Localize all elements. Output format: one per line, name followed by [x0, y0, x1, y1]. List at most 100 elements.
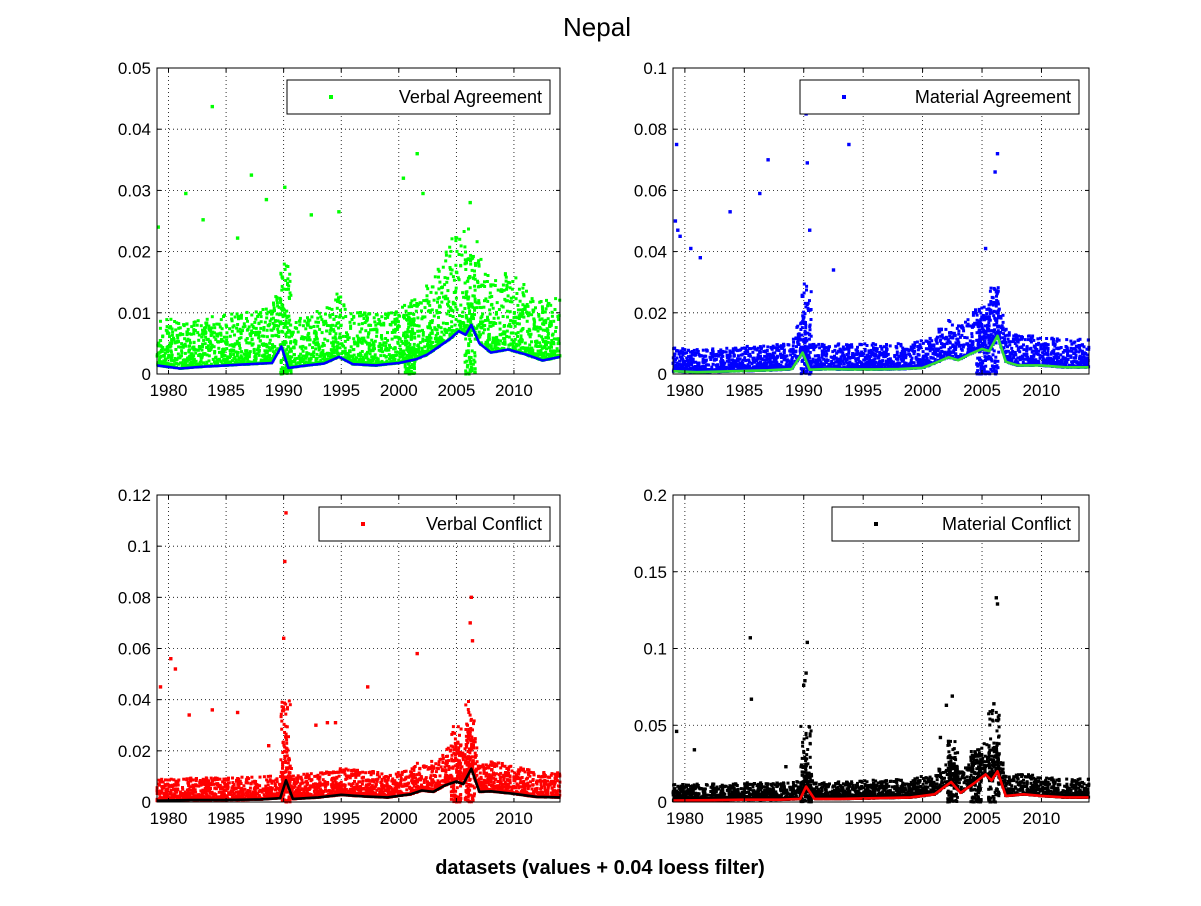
data-point	[286, 315, 289, 318]
data-point	[254, 318, 257, 321]
data-point	[369, 352, 372, 355]
data-point	[310, 315, 313, 318]
data-point	[467, 304, 470, 307]
data-point	[1002, 314, 1005, 317]
data-point	[299, 353, 302, 356]
data-point	[435, 292, 438, 295]
data-point	[551, 315, 554, 318]
y-tick-label: 0.01	[118, 304, 151, 323]
data-point	[322, 320, 325, 323]
outlier-point	[469, 201, 472, 204]
data-point	[557, 350, 560, 353]
data-point	[550, 339, 553, 342]
data-point	[530, 333, 533, 336]
data-point	[493, 317, 496, 320]
data-point	[338, 300, 341, 303]
data-point	[426, 287, 429, 290]
data-point	[413, 367, 416, 370]
data-point	[467, 351, 470, 354]
data-point	[860, 353, 863, 356]
data-point	[502, 306, 505, 309]
data-point	[542, 329, 545, 332]
data-point	[440, 331, 443, 334]
data-point	[692, 361, 695, 364]
data-point	[228, 327, 231, 330]
data-point	[970, 332, 973, 335]
data-point	[1083, 355, 1086, 358]
data-point	[236, 355, 239, 358]
outlier-point	[236, 236, 239, 239]
data-point	[489, 313, 492, 316]
data-point	[957, 330, 960, 333]
data-point	[433, 315, 436, 318]
data-point	[477, 259, 480, 262]
data-point	[712, 363, 715, 366]
data-point	[874, 354, 877, 357]
data-point	[467, 277, 470, 280]
data-point	[957, 333, 960, 336]
data-point	[440, 286, 443, 289]
data-point	[330, 327, 333, 330]
data-point	[460, 244, 463, 247]
data-point	[483, 328, 486, 331]
data-point	[192, 355, 195, 358]
y-tick-label: 0.02	[118, 243, 151, 262]
data-point	[271, 347, 274, 350]
data-point	[331, 313, 334, 316]
data-point	[424, 306, 427, 309]
outlier-point	[310, 213, 313, 216]
data-point	[331, 324, 334, 327]
outlier-point	[416, 152, 419, 155]
data-point	[289, 348, 292, 351]
data-point	[490, 303, 493, 306]
data-point	[498, 308, 501, 311]
data-point	[425, 285, 428, 288]
data-point	[368, 312, 371, 315]
data-point	[172, 363, 175, 366]
data-point	[449, 306, 452, 309]
data-point	[541, 311, 544, 314]
data-point	[535, 341, 538, 344]
data-point	[478, 323, 481, 326]
data-point	[331, 308, 334, 311]
data-point	[427, 310, 430, 313]
data-point	[253, 356, 256, 359]
data-point	[454, 264, 457, 267]
data-point	[1001, 324, 1004, 327]
data-point	[504, 343, 507, 346]
data-point	[426, 343, 429, 346]
data-point	[275, 334, 278, 337]
data-point	[259, 340, 262, 343]
data-point	[1020, 338, 1023, 341]
data-point	[496, 301, 499, 304]
data-point	[464, 268, 467, 271]
data-point	[464, 338, 467, 341]
data-point	[378, 345, 381, 348]
data-point	[402, 334, 405, 337]
data-point	[483, 324, 486, 327]
data-point	[280, 361, 283, 364]
data-point	[451, 330, 454, 333]
data-point	[279, 320, 282, 323]
data-point	[1024, 338, 1027, 341]
data-point	[444, 295, 447, 298]
data-point	[185, 330, 188, 333]
data-point	[358, 340, 361, 343]
y-tick-label: 0.04	[118, 120, 151, 139]
data-point	[420, 317, 423, 320]
data-point	[183, 337, 186, 340]
data-point	[361, 360, 364, 363]
data-point	[518, 317, 521, 320]
data-point	[178, 333, 181, 336]
data-point	[170, 359, 173, 362]
data-point	[974, 308, 977, 311]
data-point	[266, 312, 269, 315]
data-point	[428, 300, 431, 303]
x-tick-label: 1980	[150, 381, 188, 400]
data-point	[172, 337, 175, 340]
data-point	[468, 338, 471, 341]
data-point	[192, 328, 195, 331]
data-point	[408, 343, 411, 346]
data-point	[464, 282, 467, 285]
data-point	[476, 240, 479, 243]
